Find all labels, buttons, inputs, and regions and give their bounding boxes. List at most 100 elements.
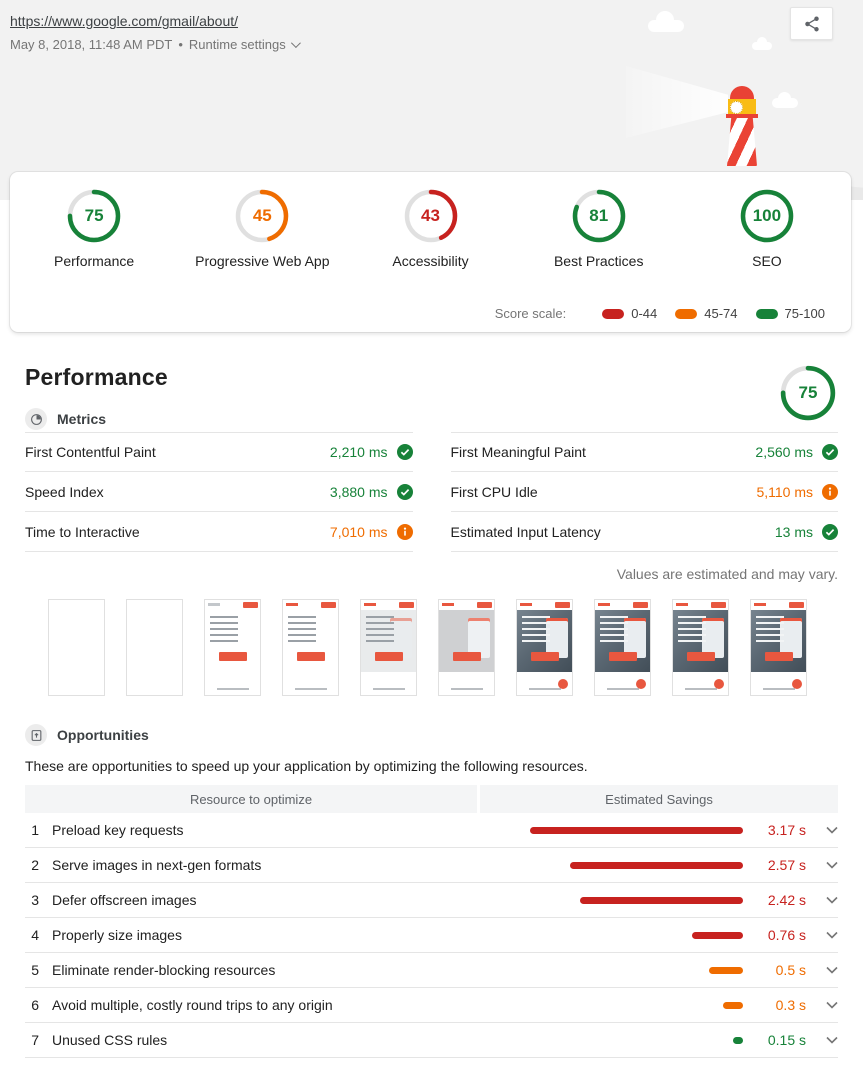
filmstrip-thumbnail <box>204 599 261 696</box>
metric-row: Time to Interactive 7,010 ms <box>25 512 413 552</box>
metrics-heading: Metrics <box>25 408 838 430</box>
cloud-icon <box>648 11 684 32</box>
page-info: https://www.google.com/gmail/about/ May … <box>10 13 301 52</box>
column-header-resource: Resource to optimize <box>25 785 477 813</box>
gauge-label: Performance <box>54 253 135 269</box>
opportunity-row[interactable]: 1 Preload key requests 3.17 s <box>25 813 838 848</box>
check-icon <box>396 483 413 500</box>
scale-pill <box>755 308 778 319</box>
chevron-down-icon[interactable] <box>806 1036 838 1044</box>
metric-name: Estimated Input Latency <box>450 523 601 540</box>
gauge-score: 81 <box>589 206 609 225</box>
opportunities-description: These are opportunities to speed up your… <box>25 758 588 774</box>
opportunities-icon <box>25 724 47 746</box>
section-title: Performance <box>25 364 168 390</box>
metrics-table: First Contentful Paint 2,210 ms First Me… <box>25 432 838 552</box>
filmstrip-thumbnail <box>594 599 651 696</box>
metric-value: 5,110 ms <box>756 483 813 500</box>
check-icon <box>822 444 838 460</box>
opportunity-row[interactable]: 3 Defer offscreen images 2.42 s <box>25 883 838 918</box>
metric-row: First Contentful Paint 2,210 ms <box>25 432 413 472</box>
audited-url-link[interactable]: https://www.google.com/gmail/about/ <box>10 13 239 29</box>
check-icon <box>396 444 413 460</box>
opportunity-number: 1 <box>31 822 39 838</box>
filmstrip-thumbnail <box>48 599 105 696</box>
performance-section-gauge: 75 <box>779 364 837 422</box>
gauge-label: Progressive Web App <box>195 253 330 269</box>
savings-bar <box>580 896 743 904</box>
savings-bar-area <box>527 861 743 869</box>
opportunity-row[interactable]: 7 Unused CSS rules 0.15 s <box>25 1023 838 1058</box>
report-meta: May 8, 2018, 11:48 AM PDT • Runtime sett… <box>10 37 301 52</box>
opportunity-row[interactable]: 5 Eliminate render-blocking resources 0.… <box>25 953 838 988</box>
savings-value: 0.15 s <box>767 1032 806 1048</box>
savings-bar-area <box>527 1036 743 1044</box>
savings-value: 2.57 s <box>767 857 806 873</box>
category-gauge-seo[interactable]: 100 SEO <box>683 188 851 269</box>
gauge-label: Best Practices <box>553 253 644 269</box>
scale-item: 0-44 <box>602 306 657 321</box>
load-filmstrip <box>25 599 838 696</box>
gauge-score: 75 <box>798 383 818 402</box>
filmstrip-thumbnail <box>672 599 729 696</box>
opportunities-table-header: Resource to optimize Estimated Savings <box>25 785 838 813</box>
info-icon <box>396 523 413 540</box>
category-gauge-best-practices[interactable]: 81 Best Practices <box>515 188 683 269</box>
metric-row: Estimated Input Latency 13 ms <box>450 512 838 552</box>
check-icon <box>822 523 838 540</box>
opportunity-number: 2 <box>31 857 39 873</box>
scale-item: 75-100 <box>755 306 825 321</box>
chevron-down-icon[interactable] <box>806 1001 838 1009</box>
savings-bar <box>692 931 743 939</box>
runtime-settings-toggle[interactable]: Runtime settings <box>189 37 301 52</box>
filmstrip-thumbnail <box>750 599 807 696</box>
metric-value: 3,880 ms <box>329 483 388 500</box>
opportunity-row[interactable]: 4 Properly size images 0.76 s <box>25 918 838 953</box>
metric-name: First Contentful Paint <box>25 444 156 460</box>
report-timestamp: May 8, 2018, 11:48 AM PDT <box>10 37 173 52</box>
cloud-icon <box>752 37 772 50</box>
chevron-down-icon[interactable] <box>806 826 838 834</box>
category-gauge-progressive-web-app[interactable]: 45 Progressive Web App <box>178 188 346 269</box>
lighthouse-beam <box>626 66 728 138</box>
savings-value: 0.5 s <box>775 962 806 978</box>
performance-section: Performance 75 Metrics First Contentful … <box>0 352 863 1058</box>
metric-value: 2,560 ms <box>755 444 813 460</box>
opportunity-label: Serve images in next-gen formats <box>52 857 262 873</box>
gauge-score: 43 <box>421 206 440 225</box>
category-gauge-accessibility[interactable]: 43 Accessibility <box>346 188 514 269</box>
score-scale-legend: Score scale: 0-44 45-74 75-100 <box>495 306 825 321</box>
metric-name: First CPU Idle <box>450 483 538 500</box>
share-button[interactable] <box>790 7 833 40</box>
cloud-icon <box>772 92 798 108</box>
opportunity-label: Avoid multiple, costly round trips to an… <box>52 997 333 1013</box>
scores-summary-card: 75 Performance 45 Progressive Web App 43… <box>10 172 851 332</box>
scale-range: 75-100 <box>784 306 825 321</box>
filmstrip-thumbnail <box>360 599 417 696</box>
lighthouse-illustration <box>722 86 762 166</box>
opportunity-row[interactable]: 6 Avoid multiple, costly round trips to … <box>25 988 838 1023</box>
chevron-down-icon[interactable] <box>806 966 838 974</box>
chevron-down-icon[interactable] <box>806 896 838 904</box>
savings-bar <box>733 1036 743 1044</box>
metric-name: Time to Interactive <box>25 523 140 540</box>
opportunity-label: Eliminate render-blocking resources <box>52 962 276 978</box>
savings-value: 2.42 s <box>767 892 806 908</box>
meta-separator: • <box>178 37 183 52</box>
opportunity-row[interactable]: 2 Serve images in next-gen formats 2.57 … <box>25 848 838 883</box>
chevron-down-icon[interactable] <box>806 861 838 869</box>
filmstrip-thumbnail <box>282 599 339 696</box>
opportunity-number: 4 <box>31 927 39 943</box>
filmstrip-thumbnail <box>516 599 573 696</box>
gauge-score: 100 <box>752 206 782 225</box>
opportunity-number: 5 <box>31 962 39 978</box>
category-gauge-performance[interactable]: 75 Performance <box>10 188 178 269</box>
filmstrip-thumbnail <box>126 599 183 696</box>
opportunity-number: 7 <box>31 1032 39 1048</box>
savings-bar <box>530 826 743 834</box>
savings-bar <box>723 1001 743 1009</box>
metric-name: Speed Index <box>25 483 104 500</box>
chevron-down-icon[interactable] <box>806 931 838 939</box>
savings-value: 0.76 s <box>767 927 806 943</box>
